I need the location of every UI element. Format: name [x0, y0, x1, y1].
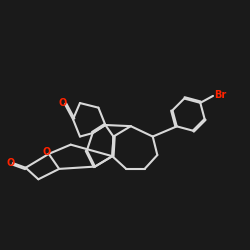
Text: Br: Br [214, 90, 226, 100]
Text: O: O [58, 98, 66, 108]
Text: O: O [43, 147, 51, 157]
Text: O: O [7, 158, 15, 168]
